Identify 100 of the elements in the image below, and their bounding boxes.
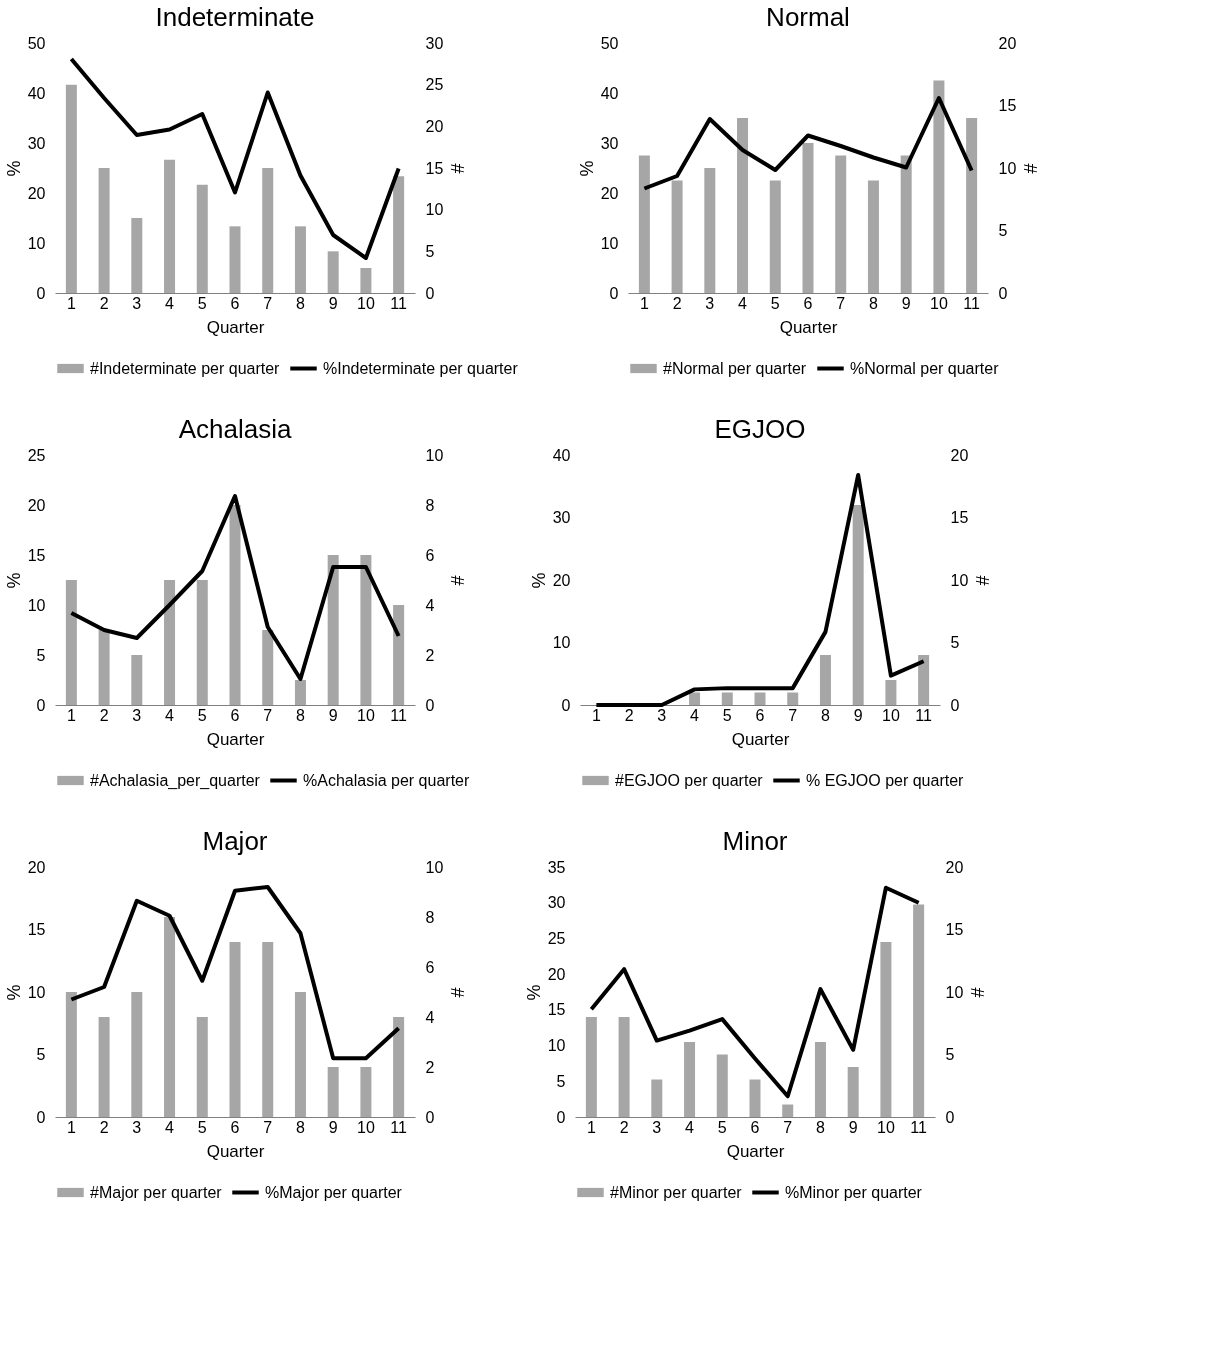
x-tick-label: 9 bbox=[853, 706, 863, 724]
y-tick-label: 20 bbox=[547, 965, 566, 983]
y2-tick-label: 10 bbox=[998, 159, 1017, 177]
y2-tick-label: 2 bbox=[425, 646, 435, 664]
legend-label: #Normal per quarter bbox=[663, 359, 807, 377]
y2-tick-label: 5 bbox=[425, 242, 435, 260]
y-tick-label: 25 bbox=[547, 929, 566, 947]
y2-tick-label: 15 bbox=[998, 97, 1017, 114]
y-tick-label: 5 bbox=[556, 1072, 566, 1090]
x-tick-label: 10 bbox=[357, 1118, 375, 1136]
y2-axis-title: # bbox=[447, 575, 468, 586]
y-tick-label: 20 bbox=[27, 184, 46, 202]
y-axis-title: % bbox=[528, 572, 549, 589]
x-tick-label: 6 bbox=[230, 706, 240, 724]
y2-tick-label: 5 bbox=[945, 1046, 955, 1063]
y2-axis-title: # bbox=[447, 987, 468, 998]
bar bbox=[684, 1042, 696, 1117]
y-tick-label: 10 bbox=[552, 634, 571, 651]
bar bbox=[98, 1017, 110, 1117]
bar bbox=[229, 226, 241, 293]
bar bbox=[716, 1054, 728, 1117]
x-tick-label: 2 bbox=[99, 706, 109, 724]
bar bbox=[65, 992, 77, 1117]
bar bbox=[360, 555, 372, 705]
x-tick-label: 3 bbox=[132, 294, 142, 312]
x-tick-label: 4 bbox=[165, 706, 175, 724]
x-tick-label: 1 bbox=[66, 294, 76, 312]
x-tick-label: 8 bbox=[821, 706, 830, 724]
x-tick-label: 7 bbox=[788, 706, 798, 724]
bar bbox=[294, 680, 306, 705]
bar bbox=[814, 1042, 826, 1117]
bar bbox=[327, 555, 339, 705]
legend-label: #Indeterminate per quarter bbox=[90, 359, 281, 377]
y-tick-label: 40 bbox=[552, 446, 571, 464]
x-axis-title: Quarter bbox=[726, 1141, 785, 1161]
y-tick-label: 10 bbox=[27, 983, 46, 1001]
y2-tick-label: 10 bbox=[945, 983, 964, 1001]
bar bbox=[737, 118, 749, 293]
x-tick-label: 9 bbox=[848, 1118, 858, 1136]
x-tick-label: 4 bbox=[690, 706, 700, 724]
y-tick-label: 40 bbox=[27, 84, 46, 102]
y-axis-title: % bbox=[576, 160, 597, 177]
bar bbox=[196, 184, 208, 293]
x-tick-label: 5 bbox=[197, 706, 207, 724]
y2-tick-label: 10 bbox=[425, 446, 444, 464]
x-tick-label: 9 bbox=[328, 294, 338, 312]
x-tick-label: 4 bbox=[685, 1118, 695, 1136]
y2-tick-label: 0 bbox=[425, 696, 435, 714]
y2-tick-label: 6 bbox=[425, 546, 435, 564]
y2-tick-label: 0 bbox=[425, 1108, 435, 1126]
y-axis-title: % bbox=[3, 984, 24, 1001]
legend-label: #EGJOO per quarter bbox=[615, 771, 764, 789]
bar bbox=[262, 168, 274, 293]
bar bbox=[360, 268, 372, 293]
y-tick-label: 30 bbox=[27, 134, 46, 152]
y-axis-title: % bbox=[3, 572, 24, 589]
x-tick-label: 1 bbox=[66, 706, 76, 724]
bar bbox=[704, 168, 716, 293]
bar bbox=[852, 505, 864, 705]
x-tick-label: 4 bbox=[165, 1118, 175, 1136]
line-series bbox=[69, 885, 401, 1061]
y2-axis-title: # bbox=[972, 575, 993, 586]
bar bbox=[900, 155, 912, 293]
y-tick-label: 15 bbox=[27, 921, 46, 938]
bar bbox=[393, 605, 405, 705]
y2-tick-label: 20 bbox=[945, 858, 964, 876]
bar bbox=[262, 630, 274, 705]
y2-tick-label: 0 bbox=[425, 284, 435, 302]
y-tick-label: 50 bbox=[27, 34, 46, 52]
chart-title: EGJOO bbox=[714, 414, 806, 444]
y2-tick-label: 8 bbox=[425, 496, 435, 514]
y-axis-title: % bbox=[3, 160, 24, 177]
chart-title: Achalasia bbox=[178, 414, 292, 444]
y-tick-label: 10 bbox=[27, 234, 46, 252]
x-tick-label: 10 bbox=[877, 1118, 895, 1136]
x-tick-label: 8 bbox=[296, 294, 305, 312]
bar bbox=[847, 1067, 859, 1117]
y2-axis-title: # bbox=[967, 987, 988, 998]
y2-tick-label: 0 bbox=[950, 696, 960, 714]
y-tick-label: 20 bbox=[600, 184, 619, 202]
x-tick-label: 2 bbox=[99, 294, 109, 312]
legend-label: #Achalasia_per_quarter bbox=[90, 771, 261, 790]
bar bbox=[651, 1079, 663, 1117]
bar bbox=[933, 80, 945, 293]
x-tick-label: 9 bbox=[328, 706, 338, 724]
x-tick-label: 6 bbox=[755, 706, 765, 724]
y2-tick-label: 15 bbox=[950, 509, 969, 526]
line-series bbox=[69, 57, 401, 260]
legend-label: %Achalasia per quarter bbox=[303, 771, 470, 789]
x-tick-label: 6 bbox=[230, 294, 240, 312]
bar bbox=[131, 655, 143, 705]
y-tick-label: 20 bbox=[27, 858, 46, 876]
x-tick-label: 7 bbox=[263, 706, 273, 724]
y-tick-label: 20 bbox=[27, 496, 46, 514]
x-tick-label: 7 bbox=[836, 294, 846, 312]
x-tick-label: 9 bbox=[328, 1118, 338, 1136]
bar bbox=[164, 580, 176, 705]
y2-tick-label: 20 bbox=[998, 34, 1017, 52]
x-tick-label: 8 bbox=[296, 1118, 305, 1136]
y2-axis-title: # bbox=[1020, 163, 1041, 174]
